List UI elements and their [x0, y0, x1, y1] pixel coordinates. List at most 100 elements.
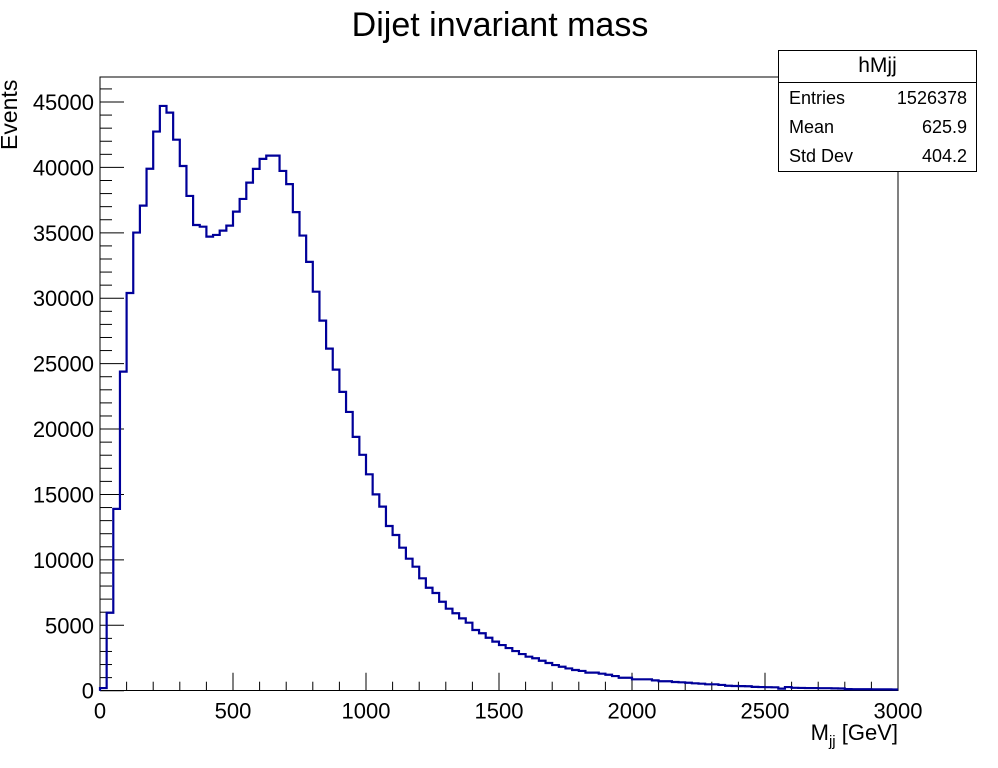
histogram-bin: [838, 688, 845, 690]
histogram-bins: [100, 106, 898, 691]
histogram-bin: [851, 689, 858, 690]
x-axis: 0 500 1000 1500 2000 2500 3000: [94, 672, 923, 724]
histogram-bin: [745, 686, 752, 690]
y-tick-label: 10000: [33, 548, 94, 573]
stats-row-entries: Entries 1526378: [779, 83, 976, 112]
histogram-bin: [167, 113, 174, 691]
histogram-bin: [725, 686, 732, 691]
histogram-bin: [546, 663, 553, 691]
histogram-bin: [512, 651, 519, 691]
histogram-bin: [718, 685, 725, 691]
histogram-bin: [446, 609, 453, 691]
stats-row-mean: Mean 625.9: [779, 112, 976, 141]
histogram-bin: [147, 169, 154, 691]
histogram-bin: [306, 262, 313, 691]
histogram-bin: [891, 690, 898, 691]
x-tick-label: 2000: [608, 699, 657, 724]
histogram-bin: [858, 689, 865, 690]
y-tick-label: 0: [82, 679, 94, 704]
histogram-bin: [419, 578, 426, 690]
histogram-bin: [386, 526, 393, 691]
histogram-bin: [785, 687, 792, 691]
histogram-bin: [579, 671, 586, 691]
histogram-bin: [805, 688, 812, 691]
stats-value: 404.2: [921, 146, 967, 166]
histogram-bin: [140, 206, 147, 691]
x-tick-label: 0: [94, 699, 106, 724]
histogram-bin: [652, 680, 659, 690]
stats-value: 1526378: [896, 88, 967, 108]
histogram-bin: [665, 681, 672, 690]
histogram-bin: [180, 166, 187, 691]
histogram-bin: [552, 665, 559, 691]
histogram-bin: [293, 212, 300, 691]
histogram-bin: [585, 673, 592, 691]
histogram-bin: [173, 140, 180, 691]
histogram-bin: [752, 687, 759, 691]
histogram-bin: [479, 633, 486, 690]
x-tick-label: 3000: [874, 699, 923, 724]
histogram-bin: [878, 689, 885, 690]
x-tick-label: 2500: [741, 699, 790, 724]
histogram-bin: [393, 535, 400, 691]
histogram-bin: [206, 237, 213, 691]
histogram-bin: [685, 683, 692, 691]
histogram-bin: [519, 654, 526, 691]
histogram-bin: [113, 509, 120, 691]
chart-title: Dijet invariant mass: [352, 6, 649, 44]
histogram-bin: [373, 494, 380, 690]
histogram-bin: [645, 679, 652, 690]
histogram-bin: [818, 688, 825, 690]
histogram-bin: [765, 687, 772, 691]
histogram-bin: [712, 684, 719, 690]
histogram-bin: [532, 658, 539, 690]
stats-box-title: hMjj: [779, 51, 976, 83]
histogram-bin: [127, 293, 134, 691]
histogram-bin: [339, 392, 346, 691]
y-tick-label: 45000: [33, 90, 94, 115]
histogram-bin: [246, 183, 253, 691]
histogram-bin: [798, 688, 805, 691]
histogram-bin: [466, 623, 473, 691]
histogram-bin: [413, 567, 420, 691]
histogram-bin: [459, 618, 466, 690]
histogram-bin: [526, 657, 533, 691]
histogram-bin: [399, 548, 406, 691]
y-tick-label: 5000: [45, 613, 94, 638]
histogram-bin: [226, 226, 233, 691]
histogram-bin: [433, 593, 440, 691]
histogram-bin: [100, 688, 107, 691]
histogram-bin: [699, 684, 706, 691]
histogram-bin: [639, 679, 646, 690]
histogram-bin: [619, 678, 626, 691]
y-tick-label: 30000: [33, 286, 94, 311]
histogram-bin: [599, 674, 606, 691]
histogram-bin: [692, 683, 699, 690]
x-tick-label: 500: [215, 699, 252, 724]
histogram-bin: [213, 235, 220, 691]
histogram-bin: [605, 675, 612, 691]
histogram-bin: [280, 171, 287, 691]
histogram-bin: [612, 676, 619, 691]
histogram-bin: [832, 688, 839, 690]
histogram-bin: [200, 227, 207, 691]
histogram-bin: [506, 648, 513, 691]
histogram-bin: [632, 679, 639, 690]
histogram-bin: [220, 231, 227, 691]
histogram-bin: [772, 687, 779, 690]
histogram-bin: [486, 638, 493, 691]
histogram-bin: [499, 645, 506, 691]
histogram-bin: [452, 613, 459, 690]
y-axis-label: Events: [0, 80, 22, 150]
histogram-bin: [260, 159, 267, 691]
histogram-bin: [492, 642, 499, 691]
histogram-bin: [472, 630, 479, 691]
histogram-bin: [379, 507, 386, 691]
x-axis-label-unit: [GeV]: [836, 720, 898, 745]
x-tick-label: 1000: [342, 699, 391, 724]
stats-value: 625.9: [921, 117, 967, 137]
histogram-bin: [186, 196, 193, 691]
y-tick-label: 20000: [33, 417, 94, 442]
histogram-bin: [566, 668, 573, 690]
